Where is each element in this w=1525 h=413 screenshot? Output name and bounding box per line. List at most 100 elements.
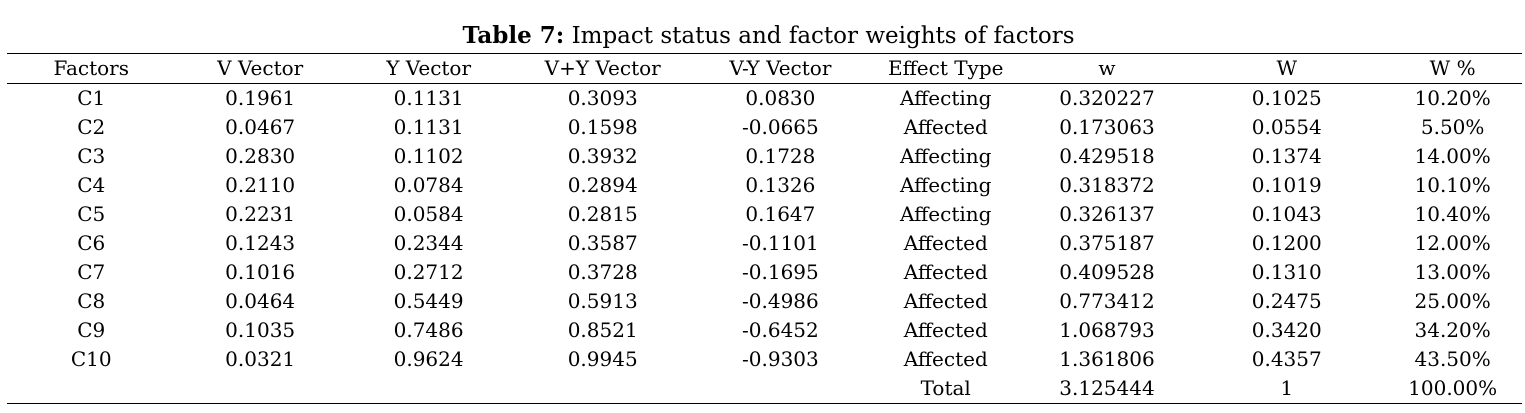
column-header-v-minus-y-vector: V-Y Vector [693, 53, 868, 84]
y-vector-cell: 0.0784 [393, 173, 464, 197]
v-vector-cell: 0.1243 [225, 231, 296, 255]
factor-cell [7, 374, 176, 404]
v-minus-y-cell: 0.1647 [745, 202, 816, 226]
w-percent-cell: 5.50% [1420, 115, 1485, 139]
v-vector-cell: 0.1035 [225, 318, 296, 342]
column-header-effect-type: Effect Type [867, 53, 1024, 84]
table-row: C4 0.2110 0.0784 0.2894 0.1326 Affecting 0.318… [7, 171, 1522, 200]
v-minus-y-cell: 0.1326 [745, 173, 816, 197]
v-plus-y-cell: 0.3587 [567, 231, 638, 255]
table-header-row: Factors V Vector Y Vector V+Y Vector V-Y… [7, 53, 1522, 84]
v-plus-y-cell: 0.2894 [567, 173, 638, 197]
v-plus-y-cell [512, 374, 694, 404]
column-header-factors: Factors [7, 53, 176, 84]
factor-cell: C3 [77, 144, 106, 168]
column-header-v-vector: V Vector [175, 53, 345, 84]
v-vector-cell: 0.0464 [225, 289, 296, 313]
v-plus-y-cell: 0.5913 [567, 289, 638, 313]
factor-weights-table: Factors V Vector Y Vector V+Y Vector V-Y… [7, 53, 1522, 404]
effect-type-cell: Affecting [900, 86, 992, 110]
w-upper-cell: 0.1310 [1251, 260, 1322, 284]
w-lower-cell: 0.318372 [1059, 173, 1155, 197]
y-vector-cell: 0.1102 [393, 144, 464, 168]
w-percent-cell: 13.00% [1414, 260, 1491, 284]
w-lower-cell: 1.361806 [1059, 347, 1155, 371]
w-upper-cell: 0.2475 [1251, 289, 1322, 313]
effect-type-cell: Affecting [900, 202, 992, 226]
table-row: C7 0.1016 0.2712 0.3728 -0.1695 Affected 0.409… [7, 258, 1522, 287]
v-minus-y-cell: 0.1728 [745, 144, 816, 168]
table-row: C2 0.0467 0.1131 0.1598 -0.0665 Affected 0.173… [7, 113, 1522, 142]
column-header-w-upper: W [1190, 53, 1384, 84]
factor-cell: C5 [77, 202, 106, 226]
table-row: C3 0.2830 0.1102 0.3932 0.1728 Affecting 0.429… [7, 142, 1522, 171]
y-vector-cell: 0.1131 [393, 115, 464, 139]
v-minus-y-cell: -0.4986 [742, 289, 819, 313]
effect-type-cell: Affected [903, 289, 988, 313]
v-plus-y-cell: 0.9945 [567, 347, 638, 371]
table-caption-text: Impact status and factor weights of fact… [571, 23, 1075, 49]
v-plus-y-cell: 0.1598 [567, 115, 638, 139]
v-minus-y-cell: -0.1101 [742, 231, 819, 255]
w-lower-cell: 0.429518 [1059, 144, 1155, 168]
table-caption-label: Table 7: [462, 22, 565, 49]
factor-cell: C1 [77, 86, 106, 110]
v-plus-y-cell: 0.8521 [567, 318, 638, 342]
effect-type-cell: Affecting [900, 144, 992, 168]
v-minus-y-cell: -0.6452 [742, 318, 819, 342]
factor-cell: C7 [77, 260, 106, 284]
w-upper-cell: 0.1025 [1251, 86, 1322, 110]
w-lower-cell: 0.375187 [1059, 231, 1155, 255]
factor-cell: C2 [77, 115, 106, 139]
factor-cell: C10 [70, 347, 112, 371]
w-lower-cell: 0.326137 [1059, 202, 1155, 226]
v-vector-cell [175, 374, 345, 404]
v-minus-y-cell: 0.0830 [745, 86, 816, 110]
w-lower-cell: 3.125444 [1023, 374, 1191, 404]
v-minus-y-cell: -0.1695 [742, 260, 819, 284]
w-percent-cell: 10.40% [1414, 202, 1491, 226]
w-lower-cell: 0.773412 [1059, 289, 1155, 313]
v-vector-cell: 0.2231 [225, 202, 296, 226]
table-row: C1 0.1961 0.1131 0.3093 0.0830 Affecting 0.320… [7, 84, 1522, 114]
w-percent-cell: 12.00% [1414, 231, 1491, 255]
w-upper-cell: 0.1043 [1251, 202, 1322, 226]
v-vector-cell: 0.0321 [225, 347, 296, 371]
table-row: C9 0.1035 0.7486 0.8521 -0.6452 Affected 1.068… [7, 316, 1522, 345]
factor-cell: C4 [77, 173, 106, 197]
effect-type-cell: Affected [903, 318, 988, 342]
w-percent-cell: 100.00% [1383, 374, 1522, 404]
effect-type-cell: Affected [903, 260, 988, 284]
factor-cell: C8 [77, 289, 106, 313]
w-percent-cell: 14.00% [1414, 144, 1491, 168]
table-row: C8 0.0464 0.5449 0.5913 -0.4986 Affected 0.773… [7, 287, 1522, 316]
v-vector-cell: 0.1016 [225, 260, 296, 284]
y-vector-cell: 0.2344 [393, 231, 464, 255]
w-upper-cell: 0.1200 [1251, 231, 1322, 255]
w-percent-cell: 34.20% [1414, 318, 1491, 342]
column-header-w-lower: w [1023, 53, 1191, 84]
w-upper-cell: 1 [1190, 374, 1384, 404]
w-lower-cell: 0.320227 [1059, 86, 1155, 110]
v-vector-cell: 0.1961 [225, 86, 296, 110]
effect-type-cell: Affected [903, 231, 988, 255]
y-vector-cell: 0.9624 [393, 347, 464, 371]
effect-type-cell: Total [867, 374, 1024, 404]
w-percent-cell: 10.20% [1414, 86, 1491, 110]
v-minus-y-cell: -0.0665 [742, 115, 819, 139]
v-plus-y-cell: 0.3728 [567, 260, 638, 284]
v-minus-y-cell: -0.9303 [742, 347, 819, 371]
w-lower-cell: 1.068793 [1059, 318, 1155, 342]
w-upper-cell: 0.1019 [1251, 173, 1322, 197]
table-row: C6 0.1243 0.2344 0.3587 -0.1101 Affected 0.375… [7, 229, 1522, 258]
column-header-v-plus-y-vector: V+Y Vector [512, 53, 694, 84]
w-percent-cell: 10.10% [1414, 173, 1491, 197]
v-minus-y-cell [693, 374, 868, 404]
w-upper-cell: 0.3420 [1251, 318, 1322, 342]
y-vector-cell: 0.5449 [393, 289, 464, 313]
v-vector-cell: 0.2830 [225, 144, 296, 168]
w-lower-cell: 0.409528 [1059, 260, 1155, 284]
y-vector-cell [344, 374, 513, 404]
effect-type-cell: Affecting [900, 173, 992, 197]
table-row: C10 0.0321 0.9624 0.9945 -0.9303 Affected 1.36… [7, 345, 1522, 374]
